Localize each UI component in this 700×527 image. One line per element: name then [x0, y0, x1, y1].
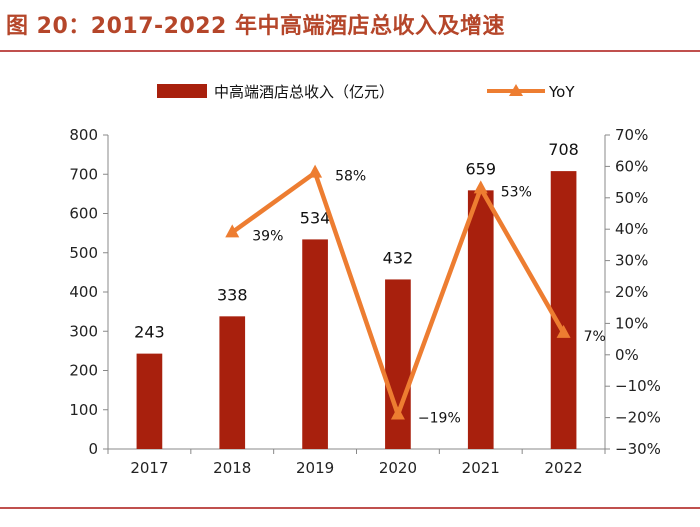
yoy-point-marker — [308, 164, 323, 178]
bar-data-labels: 243 338 534 432 659 708 — [134, 140, 579, 342]
chart-title: 图 20：2017-2022 年中高端酒店总收入及增速 — [6, 14, 506, 39]
x-tick-label: 2020 — [379, 459, 417, 477]
yoy-data-label: 7% — [584, 329, 606, 345]
legend-line-label: YoY — [548, 83, 575, 101]
legend-bar-label: 中高端酒店总收入（亿元） — [214, 83, 394, 101]
legend-bar-swatch — [157, 84, 207, 98]
right-tick-label: 20% — [615, 283, 648, 301]
left-tick-label: 500 — [69, 244, 98, 262]
right-tick-label: −20% — [615, 409, 661, 427]
left-tick-label: 800 — [69, 126, 98, 144]
yoy-data-labels: 39% 58% −19% 53% 7% — [252, 169, 606, 427]
yoy-point-marker — [556, 324, 571, 338]
revenue-bar-label: 243 — [134, 323, 165, 342]
legend: 中高端酒店总收入（亿元） YoY — [157, 83, 575, 101]
x-tick-label: 2018 — [213, 459, 251, 477]
right-tick-label: 50% — [615, 189, 648, 207]
left-tick-label: 700 — [69, 165, 98, 183]
right-tick-label: 10% — [615, 314, 648, 332]
right-tick-label: −30% — [615, 440, 661, 458]
revenue-bar-label: 708 — [548, 140, 579, 159]
x-tick-label: 2022 — [544, 459, 582, 477]
right-tick-label: 70% — [615, 126, 648, 144]
right-tick-label: 60% — [615, 157, 648, 175]
yoy-data-label: −19% — [418, 410, 461, 426]
right-tick-label: 40% — [615, 220, 648, 238]
yoy-point-marker — [473, 180, 488, 194]
yoy-point-marker — [225, 224, 240, 238]
revenue-bar — [136, 353, 163, 449]
yoy-data-label: 53% — [501, 184, 532, 200]
left-tick-label: 0 — [88, 440, 98, 458]
left-tick-label: 100 — [69, 401, 98, 419]
right-tick-label: 0% — [615, 346, 639, 364]
right-tick-label: −10% — [615, 377, 661, 395]
yoy-point-marker — [390, 406, 405, 420]
legend-triangle-marker — [509, 84, 523, 96]
revenue-bar — [467, 190, 494, 449]
yoy-data-label: 58% — [335, 169, 366, 185]
revenue-bar-label: 659 — [465, 159, 496, 178]
x-tick-label: 2017 — [130, 459, 168, 477]
revenue-bar-label: 432 — [383, 248, 414, 267]
x-tick-label: 2019 — [296, 459, 334, 477]
revenue-bar — [385, 279, 411, 449]
left-tick-label: 300 — [69, 322, 98, 340]
bottom-divider — [0, 507, 700, 509]
revenue-bar — [550, 171, 577, 450]
yoy-series — [225, 164, 571, 420]
revenue-bar — [302, 239, 328, 449]
left-tick-label: 600 — [69, 205, 98, 223]
right-axis-ticks: −30% −20% −10% 0% 10% 20% 30% 40% 50% 60% 70% — [605, 126, 661, 458]
title-divider — [0, 50, 700, 52]
left-tick-label: 400 — [69, 283, 98, 301]
revenue-bar-label: 338 — [217, 285, 248, 304]
yoy-data-label: 39% — [252, 228, 283, 244]
right-tick-label: 30% — [615, 252, 648, 270]
revenue-bar — [219, 316, 246, 449]
revenue-bar-label: 534 — [300, 208, 331, 227]
left-axis-ticks: 0 100 200 300 400 500 600 700 800 — [69, 126, 108, 458]
x-axis-ticks: 2017 2018 2019 2020 2021 2022 — [107, 449, 606, 477]
left-tick-label: 200 — [69, 362, 98, 380]
x-tick-label: 2021 — [462, 459, 500, 477]
bar-series — [136, 171, 577, 450]
